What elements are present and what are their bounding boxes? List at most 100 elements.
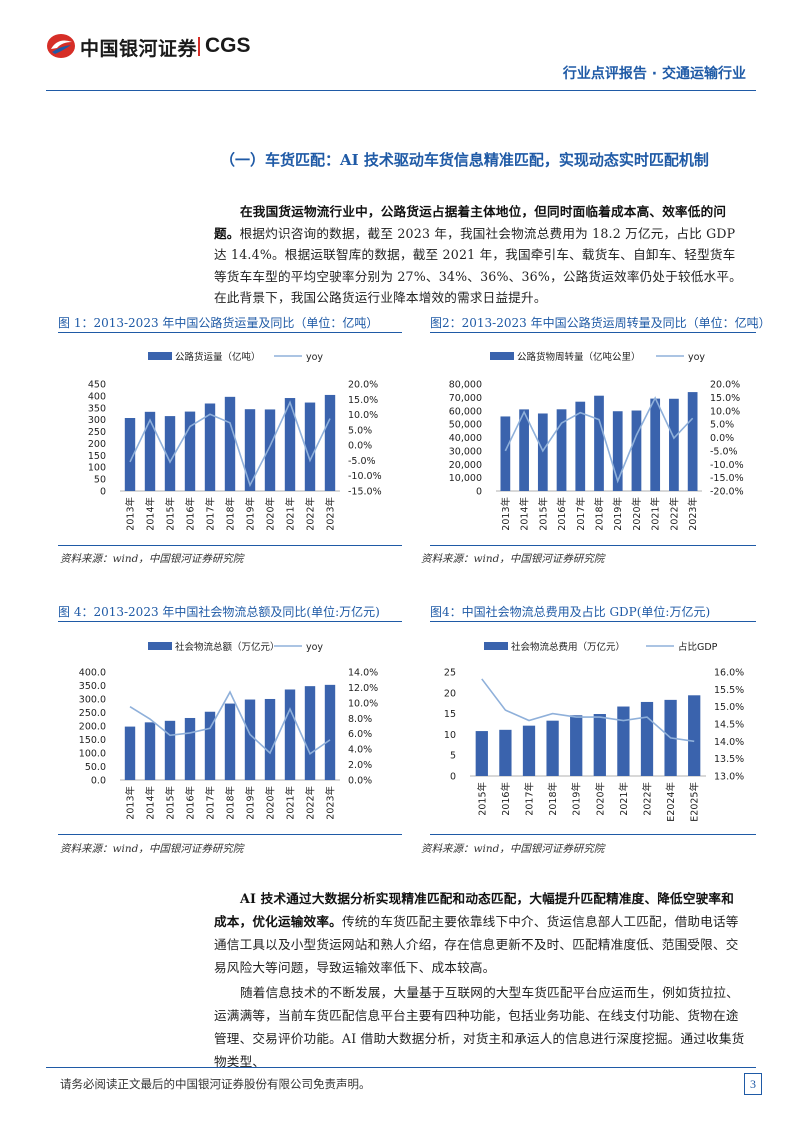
fig4-title-rule <box>430 621 756 622</box>
bar <box>264 409 276 491</box>
category-label: 2021年 <box>650 497 662 531</box>
category-label: 2018年 <box>547 782 559 816</box>
intro-text: 根据灼识咨询的数据，截至 2023 年，我国社会物流总费用为 18.2 万亿元，… <box>214 225 742 306</box>
legend-bar-label: 社会物流总额（万亿元） <box>175 641 280 653</box>
right-axis-tick: 13.0% <box>714 772 744 783</box>
right-axis-tick: 0.0% <box>710 433 734 444</box>
left-axis-tick: 300 <box>88 415 106 426</box>
right-axis-tick: 15.0% <box>710 393 740 404</box>
right-axis-tick: 15.0% <box>714 702 744 713</box>
legend-bar-label: 公路货运量（亿吨） <box>175 351 261 363</box>
logo-divider <box>198 37 200 56</box>
category-label: 2020年 <box>631 497 643 531</box>
bar <box>499 729 512 776</box>
right-axis-tick: 0.0% <box>348 776 372 787</box>
chart-social-logistics-cost: 社会物流总费用（万亿元） 占比GDP 0 5 10 15 20 25 13.0% 13.5% 14.… <box>444 641 744 822</box>
right-axis-tick: 16.0% <box>714 668 744 679</box>
fig3-source: 资料来源：wind，中国银河证券研究院 <box>60 843 244 855</box>
fig3-title: 图 4：2013-2023 年中国社会物流总额及同比(单位:万亿元) <box>58 605 380 619</box>
left-axis-tick: 250 <box>88 427 106 438</box>
category-label: 2018年 <box>594 497 606 531</box>
category-label: 2017年 <box>575 497 587 531</box>
left-axis-tick: 100 <box>88 463 106 474</box>
left-axis-tick: 20,000 <box>449 460 482 471</box>
right-axis-tick: -15.0% <box>710 473 744 484</box>
right-axis-tick: 20.0% <box>348 380 378 391</box>
chart-road-freight-turnover: 公路货物周转量（亿吨公里） yoy 0 10,000 20,000 30,000 40,00… <box>449 351 744 531</box>
category-label: 2016年 <box>556 497 568 531</box>
category-label: 2015年 <box>165 786 177 820</box>
body-paragraph-2: 随着信息技术的不断发展，大量基于互联网的大型车货匹配平台应运而生，例如货拉拉、运… <box>214 981 746 1073</box>
logo-name-en: CGS <box>205 34 251 57</box>
chart-legend: 社会物流总额（万亿元） yoy <box>148 641 323 653</box>
category-label: 2017年 <box>205 497 217 531</box>
bar <box>522 725 536 776</box>
bar <box>617 706 630 776</box>
category-label: 2016年 <box>500 782 512 816</box>
fig2-source: 资料来源：wind，中国银河证券研究院 <box>421 553 605 565</box>
right-axis-tick: 6.0% <box>348 729 372 740</box>
right-axis-tick: 14.0% <box>714 737 744 748</box>
bar <box>244 699 256 780</box>
right-axis-tick: -5.0% <box>710 446 738 457</box>
category-label: 2019年 <box>245 786 257 820</box>
category-label: 2015年 <box>476 782 488 816</box>
body-p1-bold: AI 技术通过大数据分析实现精准匹配和动态匹配，大幅提升匹配精准度、降低空驶率和… <box>214 891 735 929</box>
right-axis-tick: 12.0% <box>348 683 378 694</box>
legend-line-label: 占比GDP <box>678 641 718 653</box>
category-label: 2013年 <box>125 786 137 820</box>
chart-legend: 公路货运量（亿吨） yoy <box>148 351 323 363</box>
left-axis-tick: 200 <box>88 439 106 450</box>
bar <box>324 684 336 780</box>
bar <box>594 395 604 491</box>
bar <box>546 720 559 776</box>
fig1-source: 资料来源：wind，中国银河证券研究院 <box>60 553 244 565</box>
fig2-title-rule <box>430 332 756 333</box>
category-label: E2025年 <box>689 782 701 822</box>
right-axis-tick: 10.0% <box>710 406 740 417</box>
bar <box>164 416 176 491</box>
bar <box>475 731 488 776</box>
category-label: 2016年 <box>185 786 197 820</box>
body-p1-text: 传统的车货匹配主要依靠线下中介、货运信息部人工匹配，借助电话等通信工具以及小型货… <box>214 914 739 975</box>
category-label: 2022年 <box>305 497 317 531</box>
category-label: 2018年 <box>225 497 237 531</box>
category-label: 2022年 <box>305 786 317 820</box>
bar <box>500 416 511 491</box>
bar <box>124 418 136 491</box>
left-axis-tick: 0 <box>450 772 456 783</box>
category-label: 2014年 <box>145 497 157 531</box>
chart-legend: 公路货物周转量（亿吨公里） yoy <box>490 351 705 363</box>
bar <box>204 403 216 491</box>
left-axis-tick: 60,000 <box>449 406 482 417</box>
left-axis-tick: 50 <box>94 475 106 486</box>
left-axis-tick: 30,000 <box>449 446 482 457</box>
legend-bar-swatch <box>490 352 514 360</box>
header-rule <box>46 90 756 91</box>
left-axis-tick: 10,000 <box>449 473 482 484</box>
right-axis-tick: 8.0% <box>348 714 372 725</box>
bar <box>204 711 216 780</box>
bar <box>284 398 296 491</box>
legend-line-label: yoy <box>306 352 323 363</box>
bar <box>593 714 606 776</box>
right-axis-tick: 20.0% <box>710 380 740 391</box>
category-label: 2014年 <box>145 786 157 820</box>
bar <box>224 703 236 780</box>
legend-line-label: yoy <box>306 642 323 653</box>
left-axis-tick: 50.0 <box>85 762 106 773</box>
legend-bar-label: 社会物流总费用（万亿元） <box>511 641 625 653</box>
right-axis-tick: 2.0% <box>348 760 372 771</box>
left-axis-tick: 450 <box>88 380 106 391</box>
fig2-source-rule <box>430 545 756 546</box>
category-label: 2015年 <box>537 497 549 531</box>
left-axis-tick: 0 <box>100 487 106 498</box>
left-axis-tick: 100.0 <box>79 749 106 760</box>
legend-bar-label: 公路货物周转量（亿吨公里） <box>517 351 641 363</box>
body-paragraph-1: AI 技术通过大数据分析实现精准匹配和动态匹配，大幅提升匹配精准度、降低空驶率和… <box>214 887 746 979</box>
left-axis-tick: 25 <box>444 668 456 679</box>
bar <box>631 410 642 491</box>
footer-rule <box>46 1067 756 1068</box>
fig4-source: 资料来源：wind，中国银河证券研究院 <box>421 843 605 855</box>
category-label: 2020年 <box>594 782 606 816</box>
